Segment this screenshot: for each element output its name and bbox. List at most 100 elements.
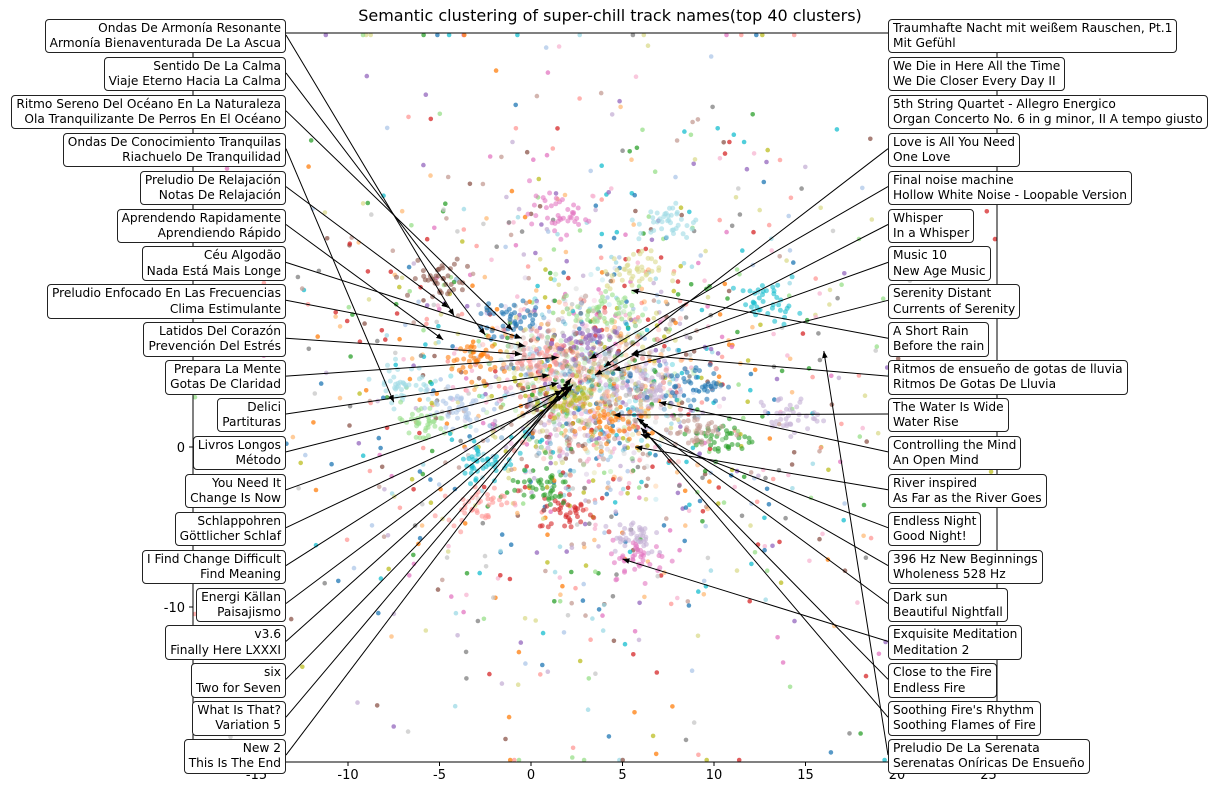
- scatter-point: [620, 148, 625, 153]
- scatter-point-core: [546, 436, 553, 442]
- scatter-point: [827, 302, 832, 307]
- cluster-point: [786, 303, 792, 309]
- scatter-point-core: [599, 395, 605, 401]
- scatter-point-core: [605, 484, 612, 490]
- scatter-point: [622, 283, 627, 289]
- scatter-point: [783, 515, 788, 521]
- cluster-point: [734, 432, 740, 438]
- scatter-point-core: [675, 347, 681, 353]
- cluster-point: [548, 368, 554, 374]
- scatter-point: [770, 476, 776, 482]
- scatter-point: [523, 661, 528, 666]
- cluster-point: [640, 373, 646, 379]
- scatter-point: [596, 382, 602, 388]
- scatter-point: [726, 288, 732, 294]
- cluster-point: [487, 366, 493, 372]
- scatter-point: [780, 660, 786, 665]
- scatter-point: [407, 573, 412, 578]
- cluster-point: [760, 299, 766, 304]
- scatter-point: [546, 434, 552, 440]
- scatter-point-core: [580, 325, 586, 332]
- scatter-point: [300, 664, 305, 670]
- scatter-point-core: [622, 369, 628, 375]
- scatter-point: [624, 299, 629, 304]
- scatter-point-core: [578, 311, 584, 317]
- scatter-point: [464, 303, 470, 309]
- scatter-point: [748, 387, 753, 393]
- cluster-point: [788, 434, 794, 440]
- cluster-point: [539, 523, 545, 529]
- scatter-point-core: [568, 305, 574, 311]
- scatter-point-core: [565, 446, 571, 452]
- scatter-point-core: [645, 452, 651, 458]
- cluster-point: [644, 271, 650, 277]
- scatter-point: [858, 731, 863, 736]
- scatter-point: [820, 531, 825, 537]
- scatter-point-core: [522, 438, 528, 444]
- scatter-point: [785, 353, 790, 358]
- cluster-point: [669, 558, 675, 564]
- scatter-point: [524, 149, 530, 155]
- scatter-point: [754, 499, 760, 505]
- scatter-point: [587, 521, 592, 526]
- scatter-point-core: [604, 388, 611, 394]
- scatter-point-core: [523, 372, 529, 378]
- scatter-point-core: [562, 298, 568, 304]
- scatter-point-core: [596, 375, 602, 381]
- cluster-point: [642, 581, 648, 586]
- cluster-point: [614, 267, 620, 273]
- scatter-point: [518, 640, 524, 645]
- cluster-point: [565, 218, 571, 224]
- annotation-arrow: [285, 381, 570, 718]
- scatter-point: [614, 572, 619, 577]
- scatter-point-core: [640, 344, 646, 350]
- cluster-point: [671, 271, 676, 277]
- scatter-point: [582, 485, 587, 491]
- scatter-point: [864, 439, 869, 444]
- scatter-point: [636, 485, 642, 490]
- scatter-point: [563, 414, 569, 419]
- scatter-point: [557, 575, 563, 580]
- annotation-line1: Aprendendo Rapidamente: [121, 210, 281, 225]
- scatter-point-core: [612, 379, 618, 385]
- scatter-point: [560, 309, 566, 315]
- cluster-point: [536, 367, 542, 373]
- scatter-point: [570, 373, 575, 378]
- cluster-point: [760, 288, 766, 294]
- scatter-point-core: [592, 384, 598, 390]
- scatter-point-core: [586, 388, 593, 394]
- scatter-point: [697, 498, 703, 504]
- cluster-point: [607, 334, 613, 340]
- annotation-label-right: Love is All You Need One Love: [888, 132, 1020, 168]
- scatter-point: [515, 294, 520, 299]
- scatter-point-core: [572, 324, 578, 330]
- cluster-point: [788, 422, 794, 427]
- scatter-point: [515, 682, 521, 687]
- scatter-point-core: [559, 449, 566, 455]
- cluster-point: [422, 405, 428, 411]
- scatter-point-core: [610, 386, 616, 392]
- annotation-line1: Delici: [247, 400, 281, 414]
- scatter-point: [602, 305, 607, 310]
- scatter-point: [323, 32, 329, 38]
- scatter-point: [454, 346, 459, 352]
- cluster-point: [587, 408, 593, 414]
- scatter-point: [523, 327, 528, 332]
- scatter-point: [596, 287, 601, 292]
- cluster-point: [810, 416, 816, 421]
- scatter-point: [810, 461, 816, 467]
- cluster-point: [553, 375, 559, 381]
- scatter-point-core: [556, 448, 562, 455]
- cluster-point: [533, 213, 539, 219]
- scatter-point: [766, 222, 772, 228]
- scatter-point-core: [625, 415, 632, 421]
- scatter-point: [625, 326, 631, 332]
- scatter-point: [542, 381, 548, 387]
- cluster-point: [432, 378, 438, 384]
- cluster-point: [552, 507, 558, 513]
- scatter-point-core: [581, 462, 587, 468]
- scatter-point-core: [665, 328, 672, 335]
- annotation-arrow: [285, 382, 559, 453]
- scatter-point: [695, 117, 701, 122]
- scatter-point: [595, 266, 601, 272]
